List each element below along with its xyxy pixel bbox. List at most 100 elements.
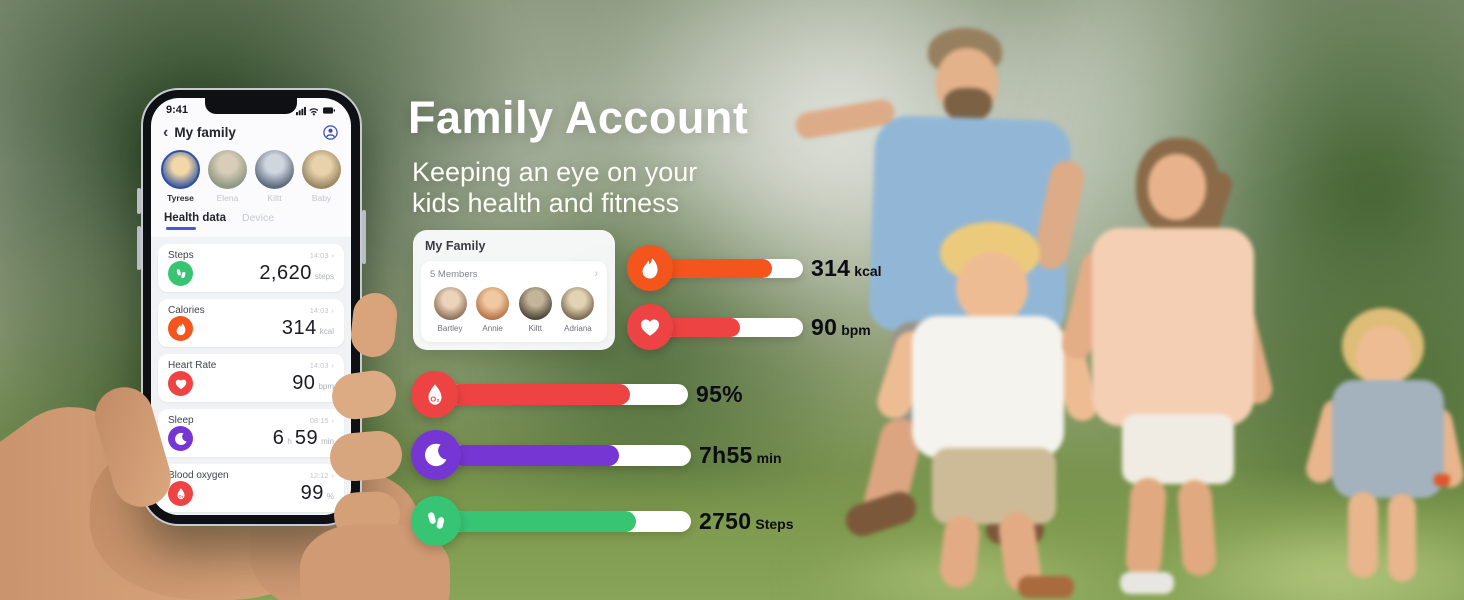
stat-steps: 2750 Steps xyxy=(411,496,794,546)
calories-card[interactable]: Calories 14:03 › 314 kcal xyxy=(158,299,344,347)
members-count: 5 Members xyxy=(430,268,478,280)
phone-power-button xyxy=(362,210,366,264)
heart-icon xyxy=(168,371,193,396)
hero-subtitle: Keeping an eye on your kids health and f… xyxy=(412,157,698,218)
svg-text:O₂: O₂ xyxy=(178,493,183,498)
blood-drop-o2-icon: O₂ xyxy=(411,371,458,418)
stat-label: 2750 Steps xyxy=(699,507,794,534)
timestamp: 14:03 xyxy=(309,251,329,260)
health-cards: Steps 14:03 › 2,620 steps xyxy=(151,237,351,515)
chevron-right-icon: › xyxy=(594,268,598,280)
phone-mute-switch xyxy=(137,188,141,214)
avatar[interactable] xyxy=(255,150,294,189)
flame-icon xyxy=(168,316,193,341)
member-adriana[interactable]: Adriana xyxy=(558,287,598,333)
chevron-right-icon: › xyxy=(331,306,335,315)
steps-card[interactable]: Steps 14:03 › 2,620 steps xyxy=(158,244,344,292)
member-bartley[interactable]: Bartley xyxy=(430,287,470,333)
status-bar: 9:41 xyxy=(151,98,351,116)
card-title: My Family xyxy=(425,239,486,253)
stat-fill xyxy=(451,444,619,466)
members-panel[interactable]: 5 Members › Bartley Annie Kiltt xyxy=(421,261,607,342)
heart-icon xyxy=(627,304,673,350)
avatar[interactable] xyxy=(561,287,595,320)
chevron-right-icon: › xyxy=(331,416,335,425)
avatar[interactable] xyxy=(433,287,467,320)
avatar[interactable] xyxy=(208,150,247,189)
stat-heart-rate: 90 bpm xyxy=(627,304,871,350)
chevron-right-icon: › xyxy=(331,361,335,370)
hero-heading: Family Account xyxy=(408,92,748,144)
stat-fill xyxy=(663,258,773,278)
avatar[interactable] xyxy=(518,287,552,320)
family-members-row: Tyrese Elena Kiltt Baby xyxy=(151,141,351,203)
member-baby[interactable]: Baby xyxy=(301,150,342,203)
member-elena[interactable]: Elena xyxy=(207,150,248,203)
page-title: My family xyxy=(174,125,236,140)
blood-drop-o2-icon: O₂ xyxy=(168,481,193,506)
timestamp: 12:12 xyxy=(309,471,329,480)
fingertip xyxy=(348,290,400,360)
stat-fill xyxy=(663,317,740,337)
page-title: Family Account xyxy=(408,92,749,143)
tab-health-data[interactable]: Health data xyxy=(164,212,226,230)
stat-label: 95% xyxy=(696,381,743,407)
signal-icon xyxy=(296,106,306,115)
stat-blood-oxygen: O₂ 95% xyxy=(411,371,747,418)
moon-icon xyxy=(168,426,193,451)
avatar[interactable] xyxy=(476,287,510,320)
member-annie[interactable]: Annie xyxy=(473,287,513,333)
flame-icon xyxy=(627,245,673,291)
chevron-right-icon: › xyxy=(331,251,335,260)
stat-label: 90 bpm xyxy=(811,313,871,340)
svg-text:O₂: O₂ xyxy=(430,394,439,403)
wifi-dot xyxy=(312,112,315,115)
stat-fill xyxy=(451,510,636,532)
stat-label: 314 kcal xyxy=(811,254,882,281)
stat-track xyxy=(451,444,691,466)
stat-track xyxy=(451,510,691,532)
stat-fill xyxy=(448,384,631,405)
my-family-card: My Family 5 Members › Bartley Annie Kilt… xyxy=(413,230,615,350)
tab-bar: Health data Device xyxy=(151,203,351,230)
heart-rate-card[interactable]: Heart Rate 14:03 › 90 bpm xyxy=(158,354,344,402)
member-kiltt[interactable]: Kiltt xyxy=(254,150,295,203)
timestamp: 08:15 xyxy=(309,416,329,425)
stat-label: 7h55 min xyxy=(699,441,782,468)
finger xyxy=(328,428,404,484)
battery-icon xyxy=(323,106,335,114)
member-tyrese[interactable]: Tyrese xyxy=(160,150,201,203)
chevron-right-icon: › xyxy=(331,471,335,480)
account-icon[interactable] xyxy=(322,124,339,141)
moon-icon xyxy=(411,430,461,480)
phone-volume-button xyxy=(137,226,141,270)
thumb xyxy=(88,380,178,514)
status-time: 9:41 xyxy=(166,104,189,116)
footprints-icon xyxy=(168,261,193,286)
avatar[interactable] xyxy=(302,150,341,189)
stat-track xyxy=(663,317,803,337)
stat-track xyxy=(663,258,803,278)
phone-mockup: 9:41 ‹ My xyxy=(137,88,366,526)
phone-screen: 9:41 ‹ My xyxy=(151,98,351,515)
wifi-icon xyxy=(309,107,319,113)
member-kiltt[interactable]: Kiltt xyxy=(515,287,555,333)
app-header: ‹ My family xyxy=(151,116,351,141)
avatar[interactable] xyxy=(161,150,200,189)
active-tab-underline xyxy=(166,227,196,230)
footprints-icon xyxy=(411,496,461,546)
tab-device[interactable]: Device xyxy=(242,212,275,224)
sleep-card[interactable]: Sleep 08:15 › 6 h 59 min xyxy=(158,409,344,457)
timestamp: 14:03 xyxy=(309,361,329,370)
stat-calories: 314 kcal xyxy=(627,245,882,291)
smartwatch xyxy=(1434,474,1450,486)
phone-notch xyxy=(205,98,297,114)
stat-sleep: 7h55 min xyxy=(411,430,782,480)
back-chevron-icon[interactable]: ‹ xyxy=(163,123,169,141)
blood-oxygen-card[interactable]: Blood oxygen 12:12 › O₂ 99% xyxy=(158,464,344,512)
status-icons xyxy=(296,106,335,115)
